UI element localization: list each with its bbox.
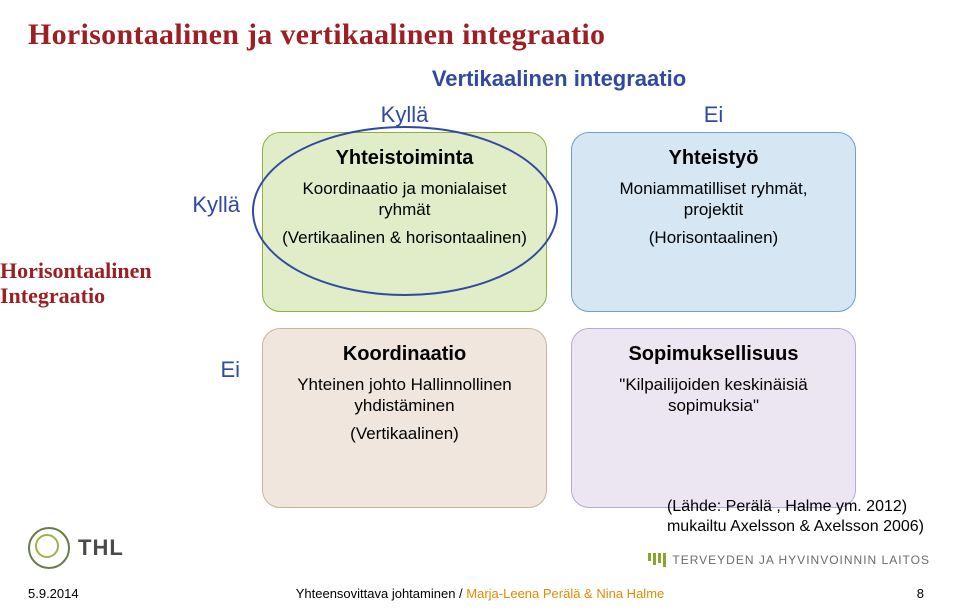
thl-logo: THL — [28, 527, 124, 569]
column-header-no: Ei — [571, 102, 856, 128]
h-int-line2: Integraatio — [0, 283, 105, 308]
row-axis: Kyllä Horisontaalinen Integraatio Ei — [0, 168, 250, 383]
box-head: Yhteistyö — [590, 147, 837, 170]
footer-center-plain: Yhteensovittava johtaminen / — [296, 586, 463, 601]
page-title: Horisontaalinen ja vertikaalinen integra… — [28, 18, 932, 52]
box-head: Koordinaatio — [281, 343, 528, 366]
logo-text: THL — [78, 535, 124, 561]
institute-bars-icon — [648, 553, 666, 567]
horizontal-integration-title: Horisontaalinen Integraatio — [0, 258, 250, 309]
column-header-yes: Kyllä — [262, 102, 547, 128]
box-koordinaatio: Koordinaatio Yhteinen johto Hallinnollin… — [262, 328, 547, 508]
row-label-no: Ei — [0, 357, 250, 383]
box-yhteistoiminta: Yhteistoiminta Koordinaatio ja monialais… — [262, 132, 547, 312]
institute-text: TERVEYDEN JA HYVINVOINNIN LAITOS — [672, 553, 930, 567]
subtitle: Vertikaalinen integraatio — [262, 66, 856, 92]
column-headers: Kyllä Ei — [262, 102, 856, 128]
source-citation: (Lähde: Perälä , Halme ym. 2012) mukailt… — [667, 497, 924, 537]
box-head: Sopimuksellisuus — [590, 343, 837, 366]
box-line: (Vertikaalinen) — [281, 423, 528, 444]
footer-center: Yhteensovittava johtaminen / Marja-Leena… — [0, 586, 960, 601]
logo-mark-icon — [28, 527, 70, 569]
footer-page-number: 8 — [917, 586, 924, 601]
slide: Horisontaalinen ja vertikaalinen integra… — [0, 0, 960, 615]
matrix-grid: Yhteistoiminta Koordinaatio ja monialais… — [262, 132, 856, 508]
source-line: (Lähde: Perälä , Halme ym. 2012) — [667, 497, 924, 517]
box-line: (Vertikaalinen & horisontaalinen) — [281, 227, 528, 248]
box-sopimuksellisuus: Sopimuksellisuus "Kilpailijoiden keskinä… — [571, 328, 856, 508]
box-line: "Kilpailijoiden keskinäisiä sopimuksia" — [590, 374, 837, 417]
h-int-line1: Horisontaalinen — [0, 258, 152, 283]
institute-label: TERVEYDEN JA HYVINVOINNIN LAITOS — [648, 553, 930, 567]
source-line: mukailtu Axelsson & Axelsson 2006) — [667, 517, 924, 537]
matrix: Kyllä Horisontaalinen Integraatio Ei Yht… — [28, 138, 932, 558]
footer-center-orange: Marja-Leena Perälä & Nina Halme — [463, 586, 665, 601]
footer: 5.9.2014 Yhteensovittava johtaminen / Ma… — [0, 567, 960, 615]
box-line: Moniammatilliset ryhmät, projektit — [590, 178, 837, 221]
row-label-yes: Kyllä — [192, 192, 250, 218]
box-line: Yhteinen johto Hallinnollinen yhdistämin… — [281, 374, 528, 417]
box-line: Koordinaatio ja monialaiset ryhmät — [281, 178, 528, 221]
vertical-integration-block: Vertikaalinen integraatio Kyllä Ei — [262, 66, 932, 128]
box-yhteistyo: Yhteistyö Moniammatilliset ryhmät, proje… — [571, 132, 856, 312]
box-head: Yhteistoiminta — [281, 147, 528, 170]
box-line: (Horisontaalinen) — [590, 227, 837, 248]
